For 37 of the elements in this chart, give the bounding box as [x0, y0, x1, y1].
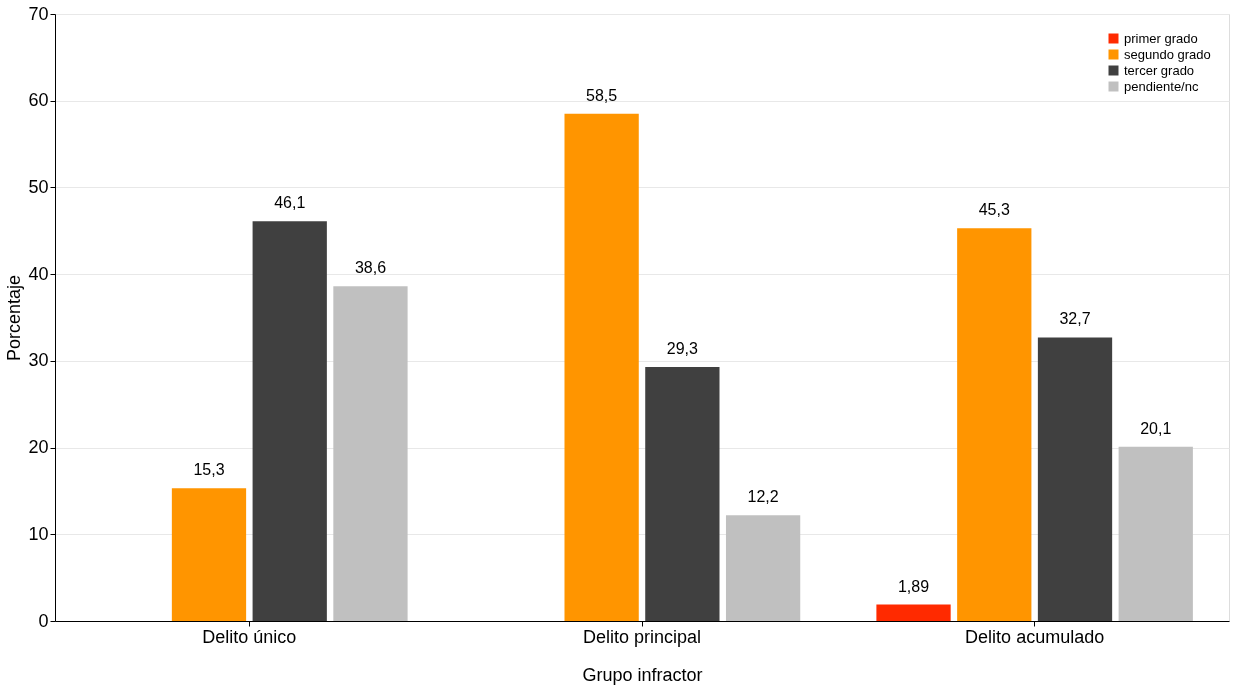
- y-tick-label: 40: [28, 263, 49, 284]
- data-label: 15,3: [193, 461, 225, 479]
- bar: [171, 488, 247, 621]
- bar: [252, 221, 327, 621]
- legend-label: tercer grado: [1124, 62, 1195, 78]
- x-tick-label: Delito único: [202, 626, 297, 647]
- data-label: 29,3: [666, 339, 699, 357]
- y-tick-label: 60: [28, 90, 49, 111]
- data-label: 46,1: [274, 194, 306, 212]
- legend-label: pendiente/nc: [1124, 78, 1199, 94]
- bar: [645, 366, 720, 621]
- x-tick-label: Delito principal: [582, 626, 702, 647]
- data-label: 12,2: [747, 488, 779, 506]
- y-tick-label: 0: [38, 610, 49, 631]
- data-label: 20,1: [1140, 419, 1172, 437]
- bar: [876, 604, 951, 621]
- bar: [957, 228, 1032, 621]
- bar: [1118, 446, 1193, 621]
- data-label: 58,5: [586, 86, 618, 104]
- y-tick-label: 70: [28, 3, 49, 24]
- y-tick-label: 20: [28, 437, 49, 458]
- x-tick-label: Delito acumulado: [965, 626, 1105, 647]
- legend-label: segundo grado: [1124, 46, 1211, 62]
- y-tick-label: 30: [28, 350, 49, 371]
- data-label: 38,6: [354, 259, 387, 277]
- bar: [725, 515, 801, 621]
- data-label: 1,89: [897, 577, 930, 595]
- y-axis-title: Porcentaje: [4, 274, 25, 362]
- y-tick-label: 50: [28, 176, 49, 197]
- bar: [1037, 337, 1113, 621]
- bar: [333, 286, 408, 621]
- legend-label: primer grado: [1124, 30, 1198, 46]
- data-label: 32,7: [1059, 310, 1091, 328]
- bar: [564, 113, 639, 621]
- y-tick-label: 10: [28, 523, 49, 544]
- data-label: 45,3: [978, 201, 1010, 219]
- x-axis-title: Grupo infractor: [582, 664, 703, 685]
